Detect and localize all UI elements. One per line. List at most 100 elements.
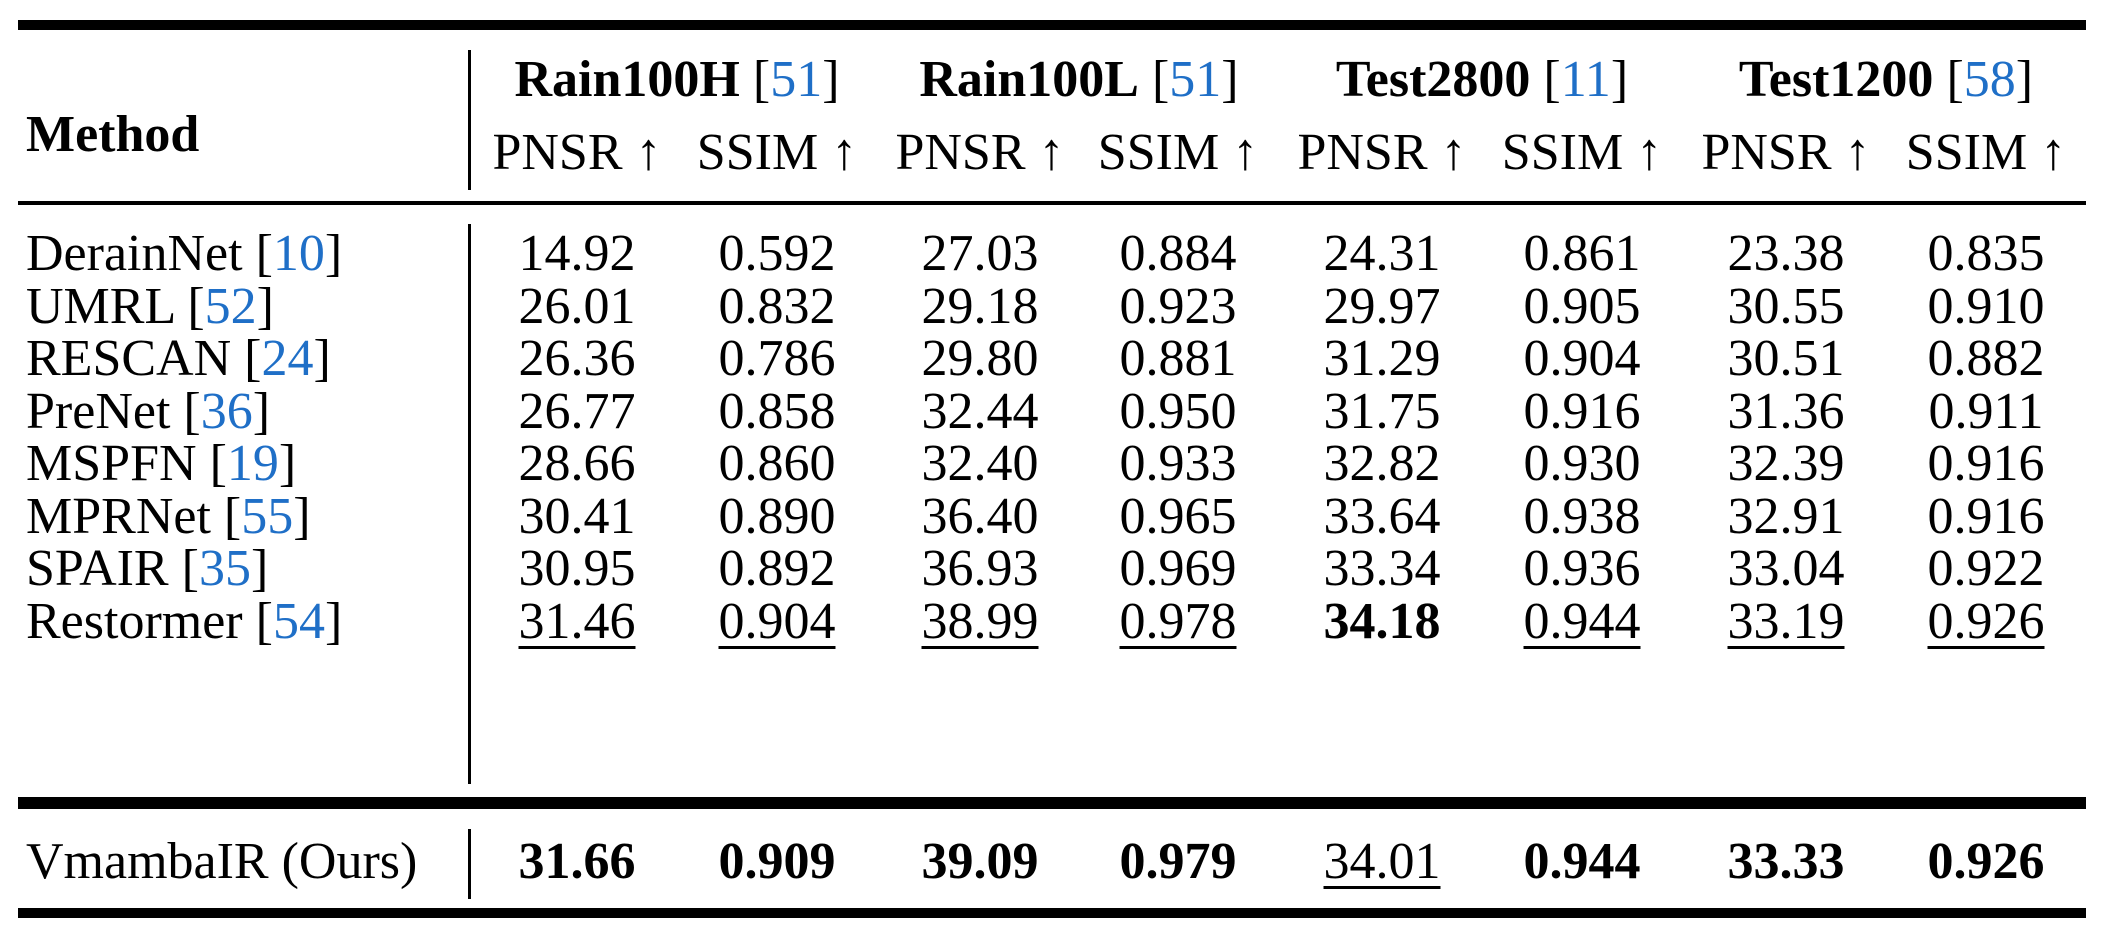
ours-cell: 0.979 [1119, 833, 1237, 890]
table-cell: 0.861 [1523, 225, 1641, 282]
table-cell: 0.916 [1523, 383, 1641, 440]
table-cell: 36.40 [921, 488, 1039, 545]
method-cell: RESCAN [24] [26, 330, 331, 387]
method-cell: PreNet [36] [26, 383, 271, 440]
ours-cell: 0.944 [1523, 833, 1641, 890]
table-cell: 33.64 [1323, 488, 1441, 545]
table-cell: 30.41 [518, 488, 636, 545]
citation-link[interactable]: 19 [226, 435, 279, 492]
method-name: MSPFN [26, 435, 197, 492]
table-cell: 0.592 [718, 225, 836, 282]
citation-link[interactable]: 36 [200, 383, 253, 440]
method-cell: MSPFN [19] [26, 435, 297, 492]
method-header: Method [26, 106, 200, 163]
method-name: DerainNet [26, 225, 243, 282]
table-cell: 0.916 [1927, 435, 2045, 492]
ours-cell: 0.926 [1927, 833, 2045, 890]
table-cell: 0.890 [718, 488, 836, 545]
citation-link[interactable]: 24 [261, 330, 314, 387]
citation-link[interactable]: 58 [1963, 51, 2016, 108]
ours-cell: 31.66 [518, 833, 636, 890]
table-cell: 0.936 [1523, 540, 1641, 597]
ours-cell: 34.01 [1323, 833, 1441, 890]
table-cell: 0.786 [718, 330, 836, 387]
table-cell: 0.926 [1927, 593, 2045, 650]
table-cell: 0.904 [1523, 330, 1641, 387]
citation-link[interactable]: 11 [1560, 51, 1611, 108]
citation-link[interactable]: 54 [272, 593, 325, 650]
table-cell: 31.36 [1727, 383, 1845, 440]
metric-header: PNSR ↑ [895, 124, 1065, 181]
table-cell: 26.01 [518, 278, 636, 335]
citation-link[interactable]: 51 [1169, 51, 1222, 108]
table-cell: 0.978 [1119, 593, 1237, 650]
table-cell: 24.31 [1323, 225, 1441, 282]
table-cell: 36.93 [921, 540, 1039, 597]
dataset-name: Rain100H [514, 51, 740, 108]
table-cell: 32.82 [1323, 435, 1441, 492]
table-cell: 32.40 [921, 435, 1039, 492]
citation-link[interactable]: 35 [198, 540, 251, 597]
table-cell: 29.97 [1323, 278, 1441, 335]
table-cell: 0.835 [1927, 225, 2045, 282]
dataset-name: Test1200 [1738, 51, 1934, 108]
citation-link[interactable]: 52 [204, 278, 257, 335]
table-cell: 32.91 [1727, 488, 1845, 545]
table-cell: 0.904 [718, 593, 836, 650]
table-cell: 33.34 [1323, 540, 1441, 597]
citation-link[interactable]: 51 [770, 51, 823, 108]
table-cell: 33.04 [1727, 540, 1845, 597]
table-cell: 0.933 [1119, 435, 1237, 492]
table-cell: 0.969 [1119, 540, 1237, 597]
table-cell: 30.95 [518, 540, 636, 597]
dataset-name: Test2800 [1335, 51, 1531, 108]
table-cell: 0.884 [1119, 225, 1237, 282]
ours-cell: 39.09 [921, 833, 1039, 890]
ours-method-name: VmambaIR (Ours) [26, 833, 418, 890]
dataset-header-test1200: Test1200 [58] [1738, 51, 2034, 108]
table-cell: 32.44 [921, 383, 1039, 440]
metric-header: SSIM ↑ [1501, 124, 1663, 181]
table-cell: 38.99 [921, 593, 1039, 650]
method-name: RESCAN [26, 330, 232, 387]
table-cell: 0.922 [1927, 540, 2045, 597]
table-cell: 31.46 [518, 593, 636, 650]
citation-link[interactable]: 10 [272, 225, 325, 282]
table-cell: 0.930 [1523, 435, 1641, 492]
table-cell: 0.916 [1927, 488, 2045, 545]
ours-cell: 33.33 [1727, 833, 1845, 890]
table-cell: 0.938 [1523, 488, 1641, 545]
method-cell: MPRNet [55] [26, 488, 311, 545]
table-cell: 0.860 [718, 435, 836, 492]
table-cell: 0.944 [1523, 593, 1641, 650]
table-cell: 0.881 [1119, 330, 1237, 387]
method-cell: Restormer [54] [26, 593, 343, 650]
table-cell: 27.03 [921, 225, 1039, 282]
table-cell: 0.892 [718, 540, 836, 597]
table-cell: 28.66 [518, 435, 636, 492]
method-name: Restormer [26, 593, 243, 650]
method-name: UMRL [26, 278, 175, 335]
bottom-rule [18, 908, 2086, 918]
header-rule [18, 201, 2086, 205]
table-cell: 29.80 [921, 330, 1039, 387]
table-cell: 23.38 [1727, 225, 1845, 282]
table-cell: 0.832 [718, 278, 836, 335]
dataset-header-test2800: Test2800 [11] [1335, 51, 1629, 108]
table-cell: 30.55 [1727, 278, 1845, 335]
dataset-header-rain100l: Rain100L [51] [919, 51, 1239, 108]
method-cell: SPAIR [35] [26, 540, 269, 597]
table-cell: 32.39 [1727, 435, 1845, 492]
method-name: MPRNet [26, 488, 211, 545]
table-cell: 33.19 [1727, 593, 1845, 650]
citation-link[interactable]: 55 [241, 488, 294, 545]
table-cell: 0.911 [1928, 383, 2044, 440]
metric-header: PNSR ↑ [1701, 124, 1871, 181]
table-cell: 34.18 [1323, 593, 1441, 650]
metric-header: PNSR ↑ [492, 124, 662, 181]
table-cell: 26.36 [518, 330, 636, 387]
table-cell: 0.950 [1119, 383, 1237, 440]
method-cell: UMRL [52] [26, 278, 274, 335]
table-cell: 0.905 [1523, 278, 1641, 335]
ours-cell: 0.909 [718, 833, 836, 890]
